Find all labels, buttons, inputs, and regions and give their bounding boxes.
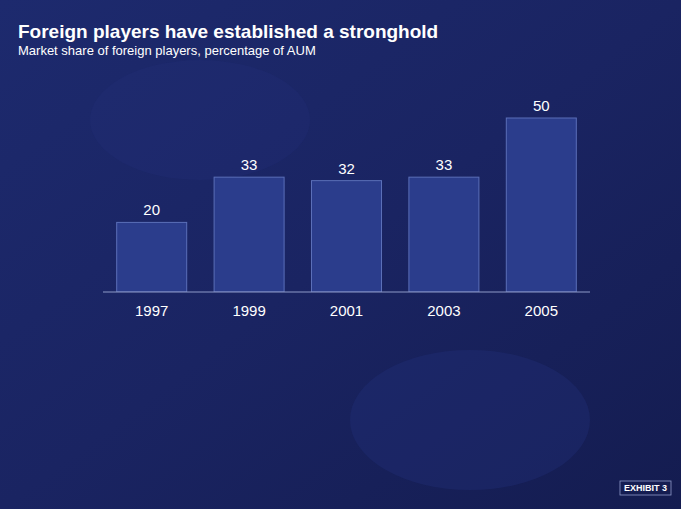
x-tick-label: 1999 [232,302,265,319]
data-label: 20 [143,201,160,218]
bar [117,222,187,292]
x-tick-label: 2005 [525,302,558,319]
chart-root: Foreign players have established a stron… [0,0,681,509]
title: Foreign players have established a stron… [18,21,438,42]
data-label: 50 [533,97,550,114]
subtitle: Market share of foreign players, percent… [18,43,316,58]
data-label: 33 [436,156,453,173]
bar [409,177,479,292]
x-tick-label: 1997 [135,302,168,319]
data-label: 32 [338,160,355,177]
x-tick-label: 2003 [427,302,460,319]
annotation-box [620,481,671,495]
data-label: 33 [241,156,258,173]
bar [506,118,576,292]
decor [350,350,590,490]
x-axis [103,292,590,293]
x-tick-label: 2001 [330,302,363,319]
bar [214,177,284,292]
annotation: EXHIBIT 3 [624,483,667,493]
bar [312,181,382,292]
background [0,0,681,509]
bars [117,118,577,292]
chart-svg: Foreign players have established a stron… [0,0,681,509]
page: {"chart_data": {"type": "bar", "title": … [0,0,681,509]
decor [90,60,310,180]
